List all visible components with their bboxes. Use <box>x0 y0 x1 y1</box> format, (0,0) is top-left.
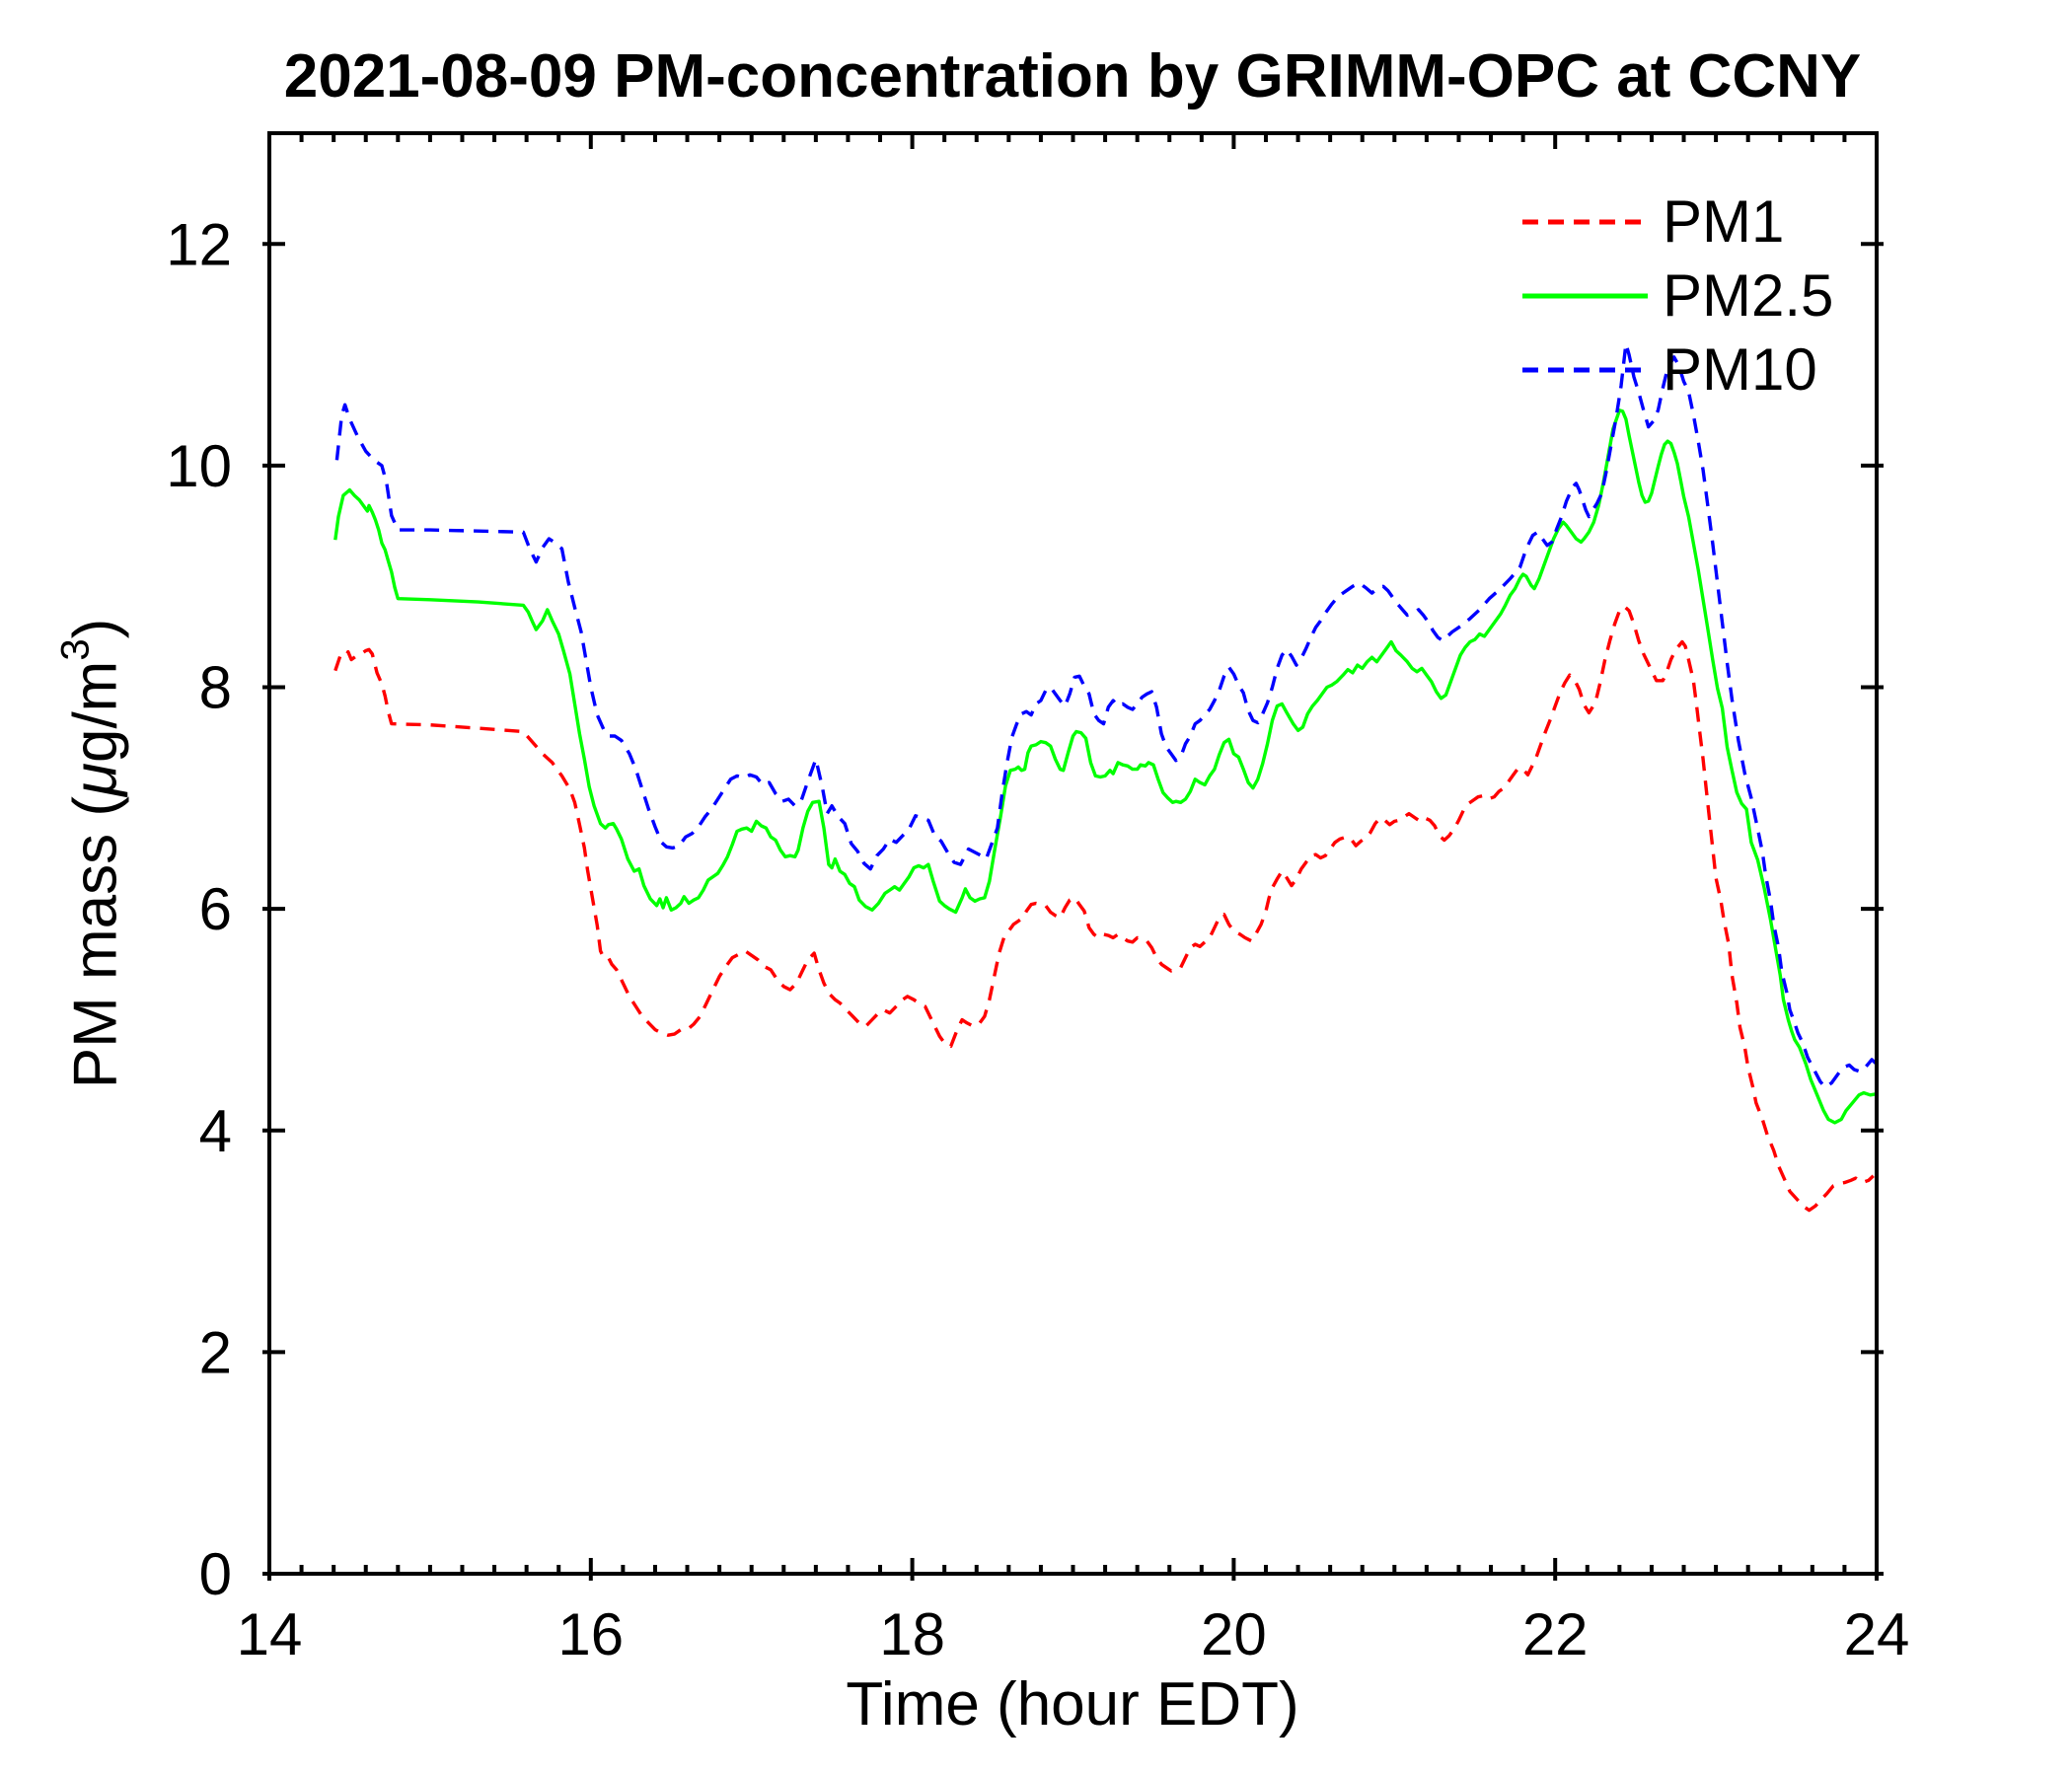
legend-row-pm1: PM1 <box>1522 185 1833 259</box>
y-tick-label: 4 <box>199 1098 232 1164</box>
x-tick-label: 18 <box>879 1601 945 1667</box>
x-tick-label: 20 <box>1201 1601 1267 1667</box>
y-axis-label-prefix: PM mass ( <box>61 796 130 1089</box>
y-axis-label-suffix: ) <box>61 618 130 639</box>
legend: PM1 PM2.5 PM10 <box>1522 185 1833 407</box>
legend-row-pm10: PM10 <box>1522 333 1833 407</box>
pm1-series-line <box>333 604 1875 1213</box>
x-tick-label: 14 <box>237 1601 303 1667</box>
legend-label-pm10: PM10 <box>1663 336 1817 403</box>
y-tick-label: 12 <box>166 211 232 277</box>
y-axis-label-unit: g/m <box>61 660 130 764</box>
mu-symbol: μ <box>61 763 130 796</box>
y-tick-label: 8 <box>199 655 232 721</box>
legend-label-pm2-5: PM2.5 <box>1663 262 1834 329</box>
pm10-line-sample-icon <box>1522 367 1648 372</box>
y-tick-label: 10 <box>166 433 232 499</box>
x-tick-label: 24 <box>1844 1601 1910 1667</box>
y-tick-label: 2 <box>199 1319 232 1385</box>
x-tick-label: 16 <box>557 1601 624 1667</box>
y-tick-label: 0 <box>199 1541 232 1607</box>
pm1-line-sample-icon <box>1522 219 1648 224</box>
pm10-series-line <box>334 341 1879 1089</box>
legend-row-pm2-5: PM2.5 <box>1522 259 1833 333</box>
y-axis-label-exponent: 3 <box>53 638 98 661</box>
legend-label-pm1: PM1 <box>1663 188 1785 255</box>
x-axis-label: Time (hour EDT) <box>846 1670 1299 1739</box>
x-tick-label: 22 <box>1522 1601 1589 1667</box>
y-tick-label: 6 <box>199 876 232 942</box>
y-axis-label: PM mass (μg/m3) <box>54 618 131 1089</box>
pm2-5-series-line <box>333 408 1878 1125</box>
pm2-5-line-sample-icon <box>1522 293 1648 298</box>
chart-title: 2021-08-09 PM-concentration by GRIMM-OPC… <box>283 42 1862 111</box>
